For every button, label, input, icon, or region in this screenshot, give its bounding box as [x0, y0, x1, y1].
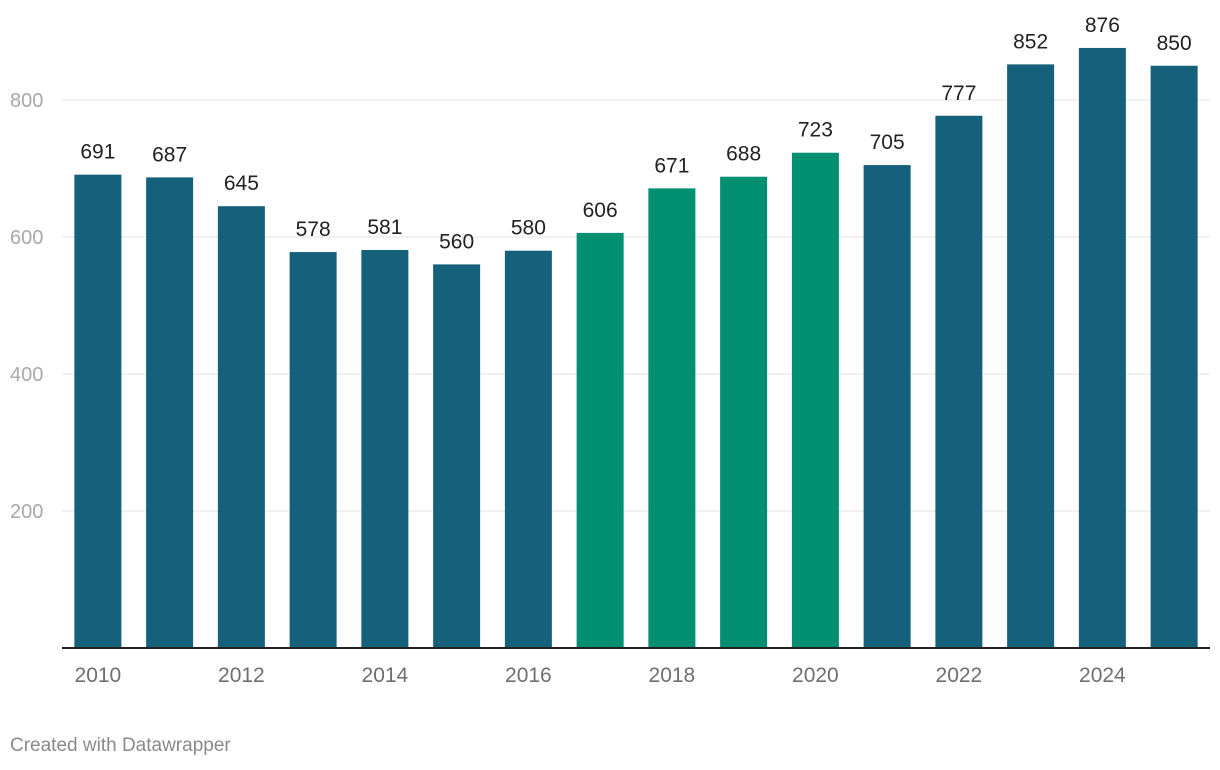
bar-2025 [1150, 65, 1198, 648]
bar-2018 [648, 188, 696, 649]
x-tick-label-2018: 2018 [649, 664, 696, 687]
bar-2012 [217, 206, 265, 649]
y-axis-ticks: 200 400 600 800 [10, 90, 43, 523]
value-label-2019: 688 [726, 143, 761, 166]
bar-2016 [504, 250, 552, 648]
value-label-2025: 850 [1157, 32, 1192, 55]
y-tick-label-600: 600 [10, 227, 43, 249]
value-label-2021: 705 [870, 131, 905, 154]
x-tick-label-2010: 2010 [75, 664, 122, 687]
y-tick-label-800: 800 [10, 90, 43, 112]
y-tick-label-200: 200 [10, 501, 43, 523]
bar-2014 [361, 250, 409, 648]
value-label-2018: 671 [654, 154, 689, 177]
bar-2023 [1007, 64, 1055, 648]
bar-2013 [289, 252, 337, 648]
value-label-2014: 581 [367, 216, 402, 239]
bar-2010 [74, 174, 122, 649]
bar-2019 [720, 176, 768, 648]
x-tick-label-2014: 2014 [362, 664, 409, 687]
x-tick-label-2012: 2012 [218, 664, 265, 687]
bar-chart: 200 400 600 800 691 687 645 578 581 560 580 606 671… [10, 14, 1210, 687]
value-label-2013: 578 [296, 218, 331, 241]
x-tick-label-2016: 2016 [505, 664, 552, 687]
value-label-2017: 606 [583, 199, 618, 222]
bar-2022 [935, 115, 983, 648]
bar-2021 [863, 165, 911, 648]
x-tick-label-2024: 2024 [1079, 664, 1126, 687]
value-label-2012: 645 [224, 172, 259, 195]
value-labels: 691 687 645 578 581 560 580 606 671 688 723 705 777 8… [80, 14, 1191, 253]
value-label-2011: 687 [152, 143, 187, 166]
bar-2024 [1078, 47, 1126, 648]
bars [74, 47, 1198, 649]
value-label-2024: 876 [1085, 14, 1120, 37]
bar-2011 [146, 177, 194, 648]
value-label-2015: 560 [439, 230, 474, 253]
value-label-2023: 852 [1013, 30, 1048, 53]
x-tick-label-2022: 2022 [936, 664, 983, 687]
value-label-2020: 723 [798, 119, 833, 142]
value-label-2022: 777 [941, 82, 976, 105]
bar-2020 [791, 152, 839, 648]
value-label-2010: 691 [80, 141, 115, 164]
x-tick-label-2020: 2020 [792, 664, 839, 687]
x-axis-ticks: 2010 2012 2014 2016 2018 2020 2022 2024 [75, 664, 1127, 687]
value-label-2016: 580 [511, 217, 546, 240]
credit-text: Created with Datawrapper [10, 735, 231, 756]
bar-2017 [576, 232, 624, 648]
y-tick-label-400: 400 [10, 364, 43, 386]
bar-2015 [433, 264, 481, 648]
